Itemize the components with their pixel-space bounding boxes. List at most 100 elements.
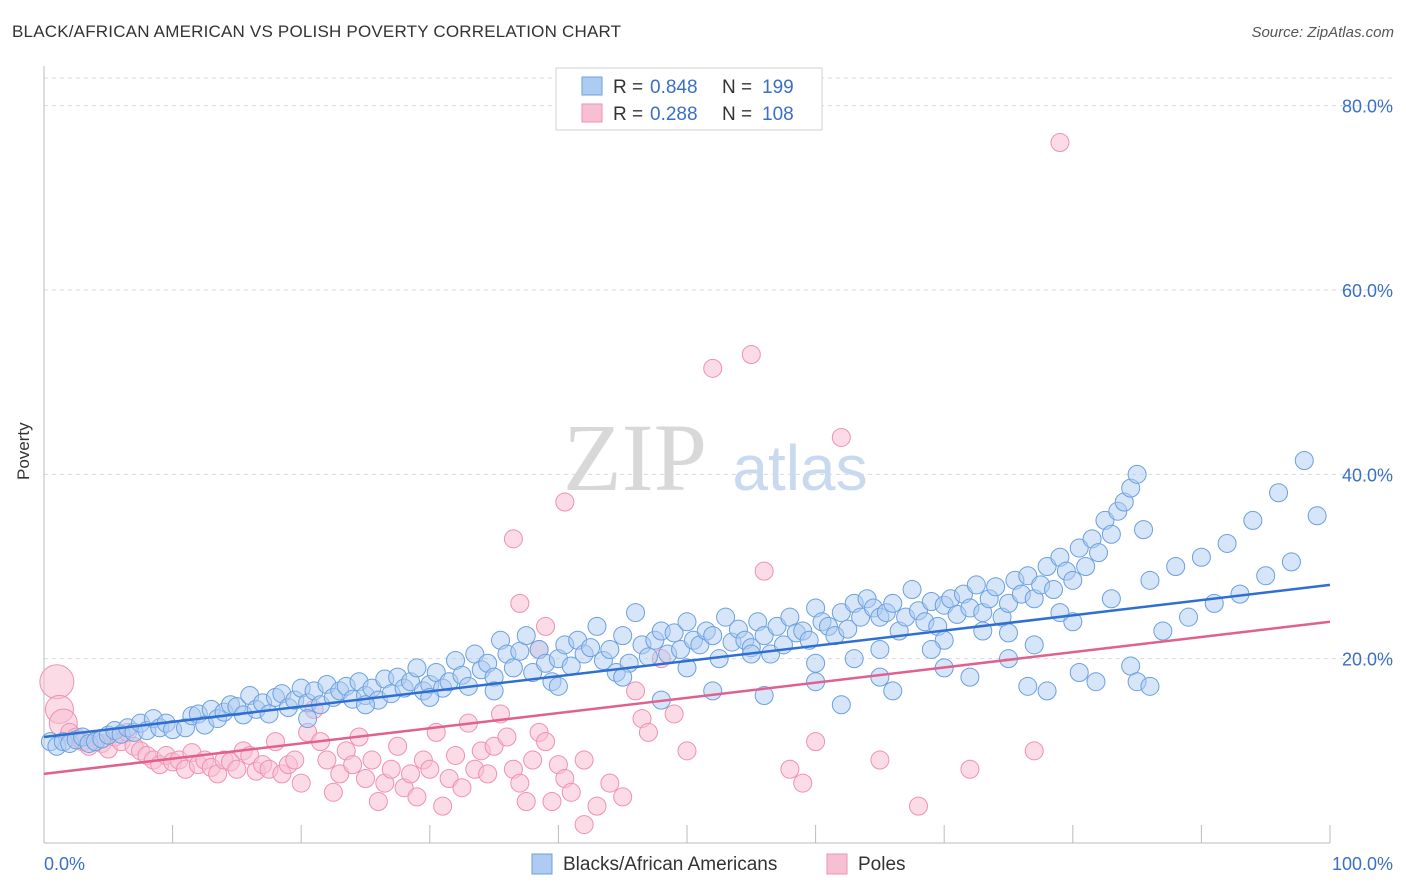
data-point-blacks: [844, 649, 864, 669]
stats-r-label-pink: R =: [613, 104, 643, 125]
data-point-blacks: [587, 616, 607, 636]
data-point-poles: [317, 750, 337, 770]
data-point-blacks: [806, 653, 826, 673]
bottom-legend: Blacks/African Americans Poles: [531, 853, 906, 875]
stats-n-label-pink: N =: [722, 104, 752, 125]
data-point-blacks: [1281, 552, 1301, 572]
y-tick-label: 20.0%: [1342, 650, 1393, 670]
x-tick-label-min: 0.0%: [44, 854, 85, 874]
data-point-poles: [285, 750, 305, 770]
data-point-blacks: [407, 658, 427, 678]
data-point-poles: [330, 764, 350, 784]
trend-lines: [43, 583, 1331, 776]
data-point-blacks: [999, 593, 1018, 613]
data-point-blacks: [851, 607, 871, 627]
stats-n-value-pink: 108: [762, 104, 794, 125]
data-point-poles: [510, 773, 530, 793]
data-point-blacks: [921, 639, 941, 659]
data-point-blacks: [516, 626, 536, 646]
data-point-poles: [780, 759, 800, 779]
data-point-blacks: [1256, 566, 1276, 586]
data-point-poles: [574, 815, 594, 835]
data-point-blacks: [1018, 566, 1038, 586]
data-point-blacks: [677, 658, 697, 678]
data-point-poles: [613, 787, 633, 807]
data-point-poles: [870, 750, 890, 770]
data-point-blacks: [754, 626, 774, 646]
data-point-blacks: [870, 639, 890, 659]
data-point-poles: [536, 616, 556, 636]
data-point-blacks: [1191, 547, 1211, 567]
axes: [43, 66, 1331, 844]
stats-swatch-blue: [581, 76, 603, 96]
data-point-poles: [908, 796, 928, 816]
data-point-poles: [831, 427, 851, 447]
y-tick-label: 60.0%: [1342, 281, 1393, 301]
data-point-poles: [703, 358, 723, 378]
data-point-blacks: [1063, 612, 1083, 632]
data-point-poles: [960, 759, 980, 779]
data-point-poles: [381, 759, 401, 779]
data-point-blacks: [703, 681, 723, 701]
y-tick-label: 80.0%: [1342, 97, 1393, 117]
data-point-blacks: [960, 667, 980, 687]
data-point-poles: [401, 764, 421, 784]
legend-swatch-blacks: [531, 853, 553, 875]
data-point-poles: [478, 764, 498, 784]
data-point-poles: [664, 704, 684, 724]
data-point-poles: [574, 750, 594, 770]
data-point-blacks: [870, 667, 890, 687]
data-point-poles: [638, 722, 658, 742]
data-point-blacks: [703, 626, 723, 646]
data-point-blacks: [671, 639, 691, 659]
data-point-blacks: [1134, 520, 1154, 540]
data-point-poles: [503, 529, 523, 549]
stats-n-value-blue: 199: [762, 77, 794, 98]
data-point-blacks: [1307, 506, 1327, 526]
data-point-poles: [420, 759, 440, 779]
data-point-poles: [806, 732, 826, 752]
data-point-poles: [555, 492, 575, 512]
data-point-blacks: [1018, 676, 1038, 696]
data-point-blacks: [902, 580, 922, 600]
data-point-blacks: [1089, 543, 1109, 563]
data-point-blacks: [1179, 607, 1199, 627]
data-point-poles: [510, 593, 530, 613]
data-point-poles: [39, 664, 75, 700]
data-point-blacks: [1086, 672, 1106, 692]
stats-swatch-pink: [581, 103, 603, 123]
data-point-blacks: [638, 647, 658, 667]
data-point-blacks: [581, 638, 601, 658]
data-point-blacks: [966, 575, 986, 595]
data-point-blacks: [1166, 556, 1186, 576]
data-point-poles: [433, 796, 453, 816]
data-point-blacks: [999, 623, 1018, 643]
stats-r-value-blue: 0.848: [650, 77, 698, 98]
data-point-blacks: [1024, 635, 1044, 655]
data-point-blacks: [1140, 570, 1160, 590]
data-point-blacks: [1153, 621, 1173, 641]
legend-swatch-poles: [826, 853, 848, 875]
data-point-blacks: [754, 686, 774, 706]
stats-n-label-blue: N =: [722, 77, 752, 98]
data-point-blacks: [716, 607, 736, 627]
data-point-poles: [452, 778, 472, 798]
tick-labels: 20.0% 40.0% 60.0% 80.0% 0.0% 100.0%: [44, 97, 1393, 874]
data-point-poles: [497, 727, 517, 747]
data-point-blacks: [838, 619, 858, 639]
data-point-blacks: [986, 577, 1006, 597]
data-point-poles: [1050, 133, 1070, 153]
data-point-blacks: [1294, 451, 1314, 470]
data-point-blacks: [626, 603, 646, 623]
data-point-blacks: [1127, 464, 1147, 484]
watermark: ZIP atlas: [563, 404, 868, 511]
data-point-blacks: [613, 626, 633, 646]
data-point-blacks: [831, 603, 851, 623]
data-point-blacks: [600, 639, 620, 659]
legend-label-poles: Poles: [858, 854, 906, 875]
data-point-poles: [741, 345, 761, 365]
data-point-poles: [362, 750, 382, 770]
stats-legend: R = 0.848 N = 199 R = 0.288 N = 108: [555, 67, 823, 131]
chart-source: Source: ZipAtlas.com: [1251, 24, 1394, 41]
data-point-blacks: [831, 695, 851, 715]
